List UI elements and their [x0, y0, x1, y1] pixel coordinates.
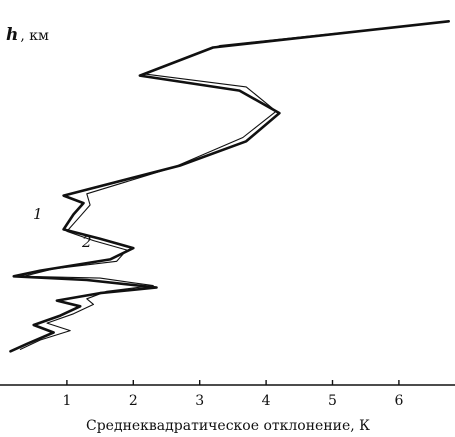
- curve-label-2: 2: [81, 233, 92, 251]
- x-axis: 1234567: [0, 380, 455, 409]
- curve-labels: 1 2: [33, 205, 92, 251]
- x-tick-label: 3: [195, 393, 204, 409]
- x-tick-label: 1: [62, 393, 71, 409]
- curve-label-1: 1: [33, 205, 43, 223]
- series-group: [9, 19, 451, 353]
- x-tick-label: 6: [394, 393, 403, 409]
- y-axis-label: h, км: [6, 25, 49, 45]
- x-tick-label: 2: [129, 393, 138, 409]
- x-tick-label: 4: [262, 393, 271, 409]
- x-axis-label: Среднеквадратическое отклонение, К: [86, 418, 370, 434]
- x-tick-label: 5: [328, 393, 337, 409]
- series-line-1: [9, 19, 451, 353]
- series-line-2: [19, 20, 450, 350]
